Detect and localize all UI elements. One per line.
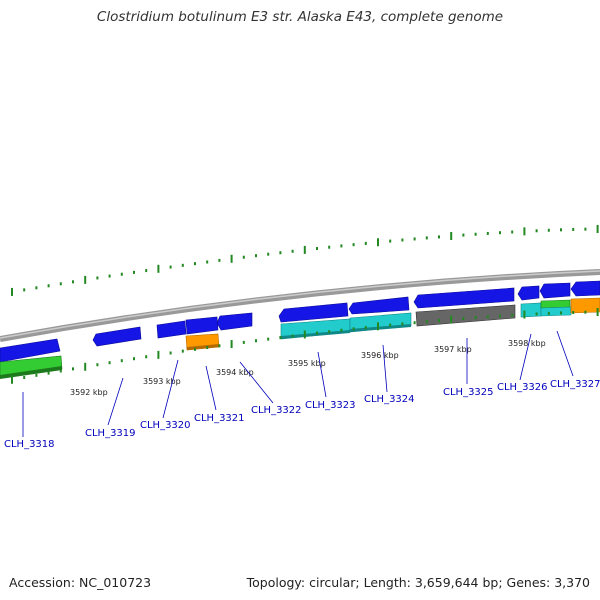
cds-feature-forward[interactable] xyxy=(156,320,187,339)
kbp-label: 3593 kbp xyxy=(143,377,181,386)
gene-label-clh-3321[interactable]: CLH_3321 xyxy=(194,413,245,424)
gene-label-group: CLH_3318 CLH_3319 CLH_3320 CLH_3321 CLH_… xyxy=(4,379,600,450)
gene-label-clh-3325[interactable]: CLH_3325 xyxy=(443,387,494,398)
cds-feature-forward[interactable] xyxy=(0,338,61,363)
accession-text: Accession: NC_010723 xyxy=(9,575,152,590)
cds-feature-green[interactable] xyxy=(540,299,571,309)
kbp-label: 3598 kbp xyxy=(508,339,546,348)
gene-label-clh-3319[interactable]: CLH_3319 xyxy=(85,428,136,439)
cds-feature-orange[interactable] xyxy=(570,297,600,314)
kbp-label: 3597 kbp xyxy=(434,345,472,354)
cds-feature-forward[interactable] xyxy=(348,296,410,315)
leader-lines xyxy=(22,330,574,437)
cds-feature-forward[interactable] xyxy=(570,280,600,297)
cds-feature-forward[interactable] xyxy=(539,282,571,299)
gene-label-clh-3320[interactable]: CLH_3320 xyxy=(140,420,191,431)
kbp-label: 3594 kbp xyxy=(216,368,254,377)
gene-label-clh-3327[interactable]: CLH_3327 xyxy=(550,379,600,390)
outer-tick-ring xyxy=(11,225,599,296)
genome-backbone-highlight xyxy=(0,270,600,339)
gene-label-clh-3323[interactable]: CLH_3323 xyxy=(305,400,356,411)
gene-label-clh-3324[interactable]: CLH_3324 xyxy=(364,394,415,405)
cds-feature-forward[interactable] xyxy=(92,326,142,347)
forward-cds-track xyxy=(0,280,600,363)
topology-text: Topology: circular; Length: 3,659,644 bp… xyxy=(246,575,590,590)
inner-tick-ring xyxy=(11,308,599,384)
genome-backbone xyxy=(0,269,600,342)
gene-label-clh-3322[interactable]: CLH_3322 xyxy=(251,405,302,416)
cds-feature-forward[interactable] xyxy=(278,302,349,323)
cds-feature-gray[interactable] xyxy=(415,304,516,327)
kbp-label: 3592 kbp xyxy=(70,388,108,397)
reverse-cds-track xyxy=(0,297,600,379)
gene-label-clh-3326[interactable]: CLH_3326 xyxy=(497,382,548,393)
cds-feature-forward[interactable] xyxy=(185,316,219,335)
kbp-label-group: 3592 kbp 3593 kbp 3594 kbp 3595 kbp 3596… xyxy=(70,339,546,397)
cds-feature-cyan[interactable] xyxy=(540,306,572,317)
kbp-label: 3595 kbp xyxy=(288,359,326,368)
kbp-label: 3596 kbp xyxy=(361,351,399,360)
cds-feature-forward[interactable] xyxy=(216,312,253,331)
cds-feature-cyan-shadow xyxy=(350,324,411,332)
map-title: Clostridium botulinum E3 str. Alaska E43… xyxy=(96,9,504,25)
cds-feature-forward[interactable] xyxy=(413,287,515,309)
cds-feature-cyan-shadow xyxy=(281,330,350,339)
cds-feature-green-shadow xyxy=(0,366,62,379)
cds-feature-forward[interactable] xyxy=(517,285,540,301)
gene-label-clh-3318[interactable]: CLH_3318 xyxy=(4,439,55,450)
